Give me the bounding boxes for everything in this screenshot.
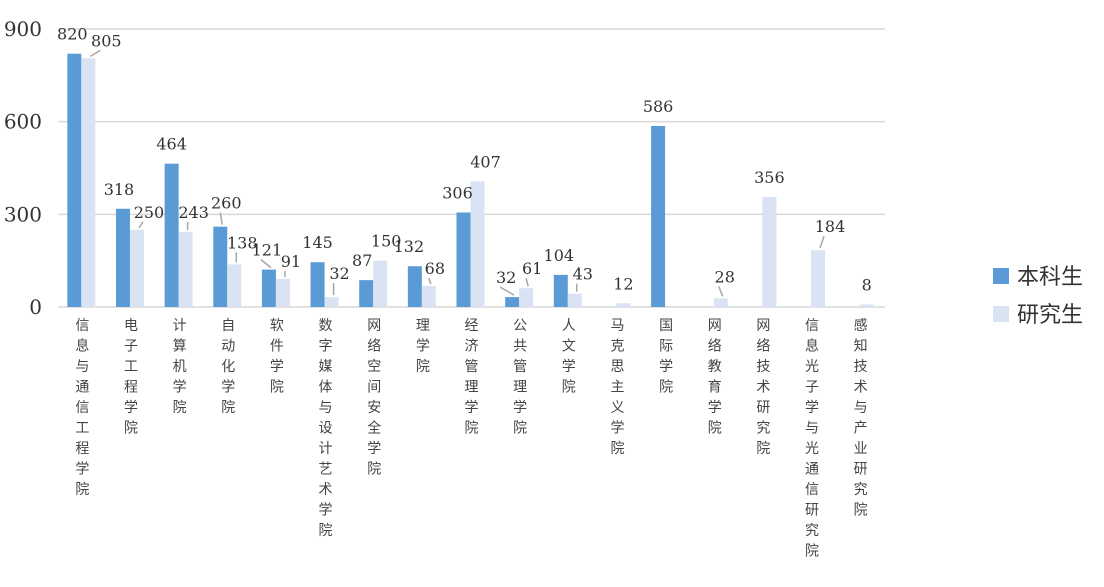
legend-swatch-graduate bbox=[993, 306, 1009, 322]
data-label: 132 bbox=[394, 237, 425, 256]
category-label: 计算机学院 bbox=[173, 318, 187, 416]
leader-line bbox=[525, 277, 529, 287]
leader-line bbox=[499, 286, 515, 296]
data-label: 32 bbox=[496, 268, 516, 287]
data-label: 61 bbox=[522, 259, 542, 278]
bar-graduate bbox=[519, 288, 534, 307]
bar-undergrad bbox=[310, 262, 325, 307]
data-label: 318 bbox=[104, 180, 135, 199]
category-label: 电子工程学院 bbox=[124, 318, 138, 437]
category-label: 人文学院 bbox=[562, 318, 576, 396]
category-label: 网络技术研究院 bbox=[756, 318, 770, 457]
category-label: 网络教育学院 bbox=[708, 318, 722, 437]
leader-line bbox=[718, 286, 724, 297]
data-label: 356 bbox=[754, 168, 785, 187]
bar-graduate bbox=[762, 197, 777, 307]
leader-line bbox=[260, 259, 272, 269]
data-label: 184 bbox=[815, 217, 846, 236]
y-tick-label: 300 bbox=[4, 202, 42, 226]
legend-swatch-undergrad bbox=[993, 268, 1009, 284]
data-label: 586 bbox=[643, 97, 674, 116]
bar-graduate bbox=[178, 231, 193, 307]
bar-graduate bbox=[713, 298, 728, 307]
bar-graduate bbox=[859, 304, 874, 307]
y-tick-label: 900 bbox=[4, 17, 42, 41]
category-labels: 信息与通信工程学院 电子工程学院 计算机学院 自动化学院 软件学院 数字媒体与设计艺术学院… bbox=[75, 317, 867, 560]
category-label: 软件学院 bbox=[270, 318, 284, 396]
category-label: 数字媒体与设计艺术学院 bbox=[319, 318, 333, 539]
data-label: 28 bbox=[715, 267, 735, 286]
y-tick-label: 0 bbox=[29, 295, 42, 319]
bar-graduate bbox=[324, 297, 339, 307]
bar-graduate bbox=[275, 278, 290, 307]
bar-graduate bbox=[567, 293, 582, 307]
data-label: 32 bbox=[329, 264, 349, 283]
data-label: 243 bbox=[178, 203, 209, 222]
data-label: 121 bbox=[252, 241, 283, 260]
bars bbox=[67, 53, 874, 307]
bar-undergrad bbox=[359, 280, 374, 307]
bar-undergrad bbox=[115, 208, 130, 307]
data-label: 464 bbox=[156, 135, 187, 154]
leader-line bbox=[89, 49, 101, 57]
bar-undergrad bbox=[261, 269, 276, 307]
category-label: 马克思主义学院 bbox=[610, 318, 624, 457]
bar-graduate bbox=[227, 264, 242, 307]
bar-graduate bbox=[81, 58, 96, 307]
data-label: 12 bbox=[613, 274, 633, 293]
data-label: 250 bbox=[134, 203, 165, 222]
data-label: 138 bbox=[227, 233, 258, 252]
data-label: 91 bbox=[281, 252, 301, 271]
y-tick-label: 600 bbox=[4, 110, 42, 134]
legend-label: 研究生 bbox=[1017, 303, 1083, 328]
data-label: 68 bbox=[425, 259, 445, 278]
data-label: 150 bbox=[371, 232, 402, 251]
data-label: 260 bbox=[211, 194, 242, 213]
bar-graduate bbox=[129, 229, 144, 307]
bar-undergrad bbox=[213, 226, 228, 307]
data-label: 87 bbox=[352, 251, 372, 270]
bar-undergrad bbox=[553, 274, 568, 307]
bar-graduate bbox=[811, 250, 826, 307]
leader-line bbox=[819, 235, 825, 249]
category-label: 感知技术与产业研究院 bbox=[854, 317, 868, 519]
bar-undergrad bbox=[164, 163, 179, 307]
data-label: 145 bbox=[302, 233, 333, 252]
data-label: 43 bbox=[573, 265, 593, 284]
category-label: 国际学院 bbox=[659, 318, 673, 396]
bar-undergrad bbox=[407, 266, 422, 307]
category-label: 信息光子学与光通信研究院 bbox=[805, 318, 819, 560]
data-label: 805 bbox=[91, 31, 122, 50]
bar-graduate bbox=[421, 285, 436, 307]
bar-undergrad bbox=[505, 297, 520, 307]
category-label: 理学院 bbox=[416, 318, 430, 375]
legend-label: 本科生 bbox=[1017, 265, 1083, 290]
data-label: 407 bbox=[470, 152, 501, 171]
leader-line bbox=[428, 277, 432, 285]
bar-undergrad bbox=[67, 53, 82, 307]
category-label: 经济管理学院 bbox=[465, 318, 479, 437]
category-label: 网络空间安全学院 bbox=[367, 318, 381, 478]
category-label: 公共管理学院 bbox=[513, 318, 527, 437]
leader-line bbox=[219, 212, 224, 225]
bar-undergrad bbox=[456, 212, 471, 307]
data-label: 820 bbox=[57, 25, 88, 44]
bar-graduate bbox=[616, 303, 631, 307]
bar-graduate bbox=[373, 260, 388, 307]
category-label: 信息与通信工程学院 bbox=[75, 318, 89, 498]
y-axis: 0 300 600 900 bbox=[4, 17, 42, 319]
bar-undergrad bbox=[651, 125, 666, 307]
category-label: 自动化学院 bbox=[221, 318, 235, 416]
data-label: 8 bbox=[862, 276, 872, 295]
data-label: 104 bbox=[544, 246, 575, 265]
data-label: 306 bbox=[442, 183, 473, 202]
bar-graduate bbox=[470, 181, 485, 307]
leader-line bbox=[138, 221, 144, 229]
